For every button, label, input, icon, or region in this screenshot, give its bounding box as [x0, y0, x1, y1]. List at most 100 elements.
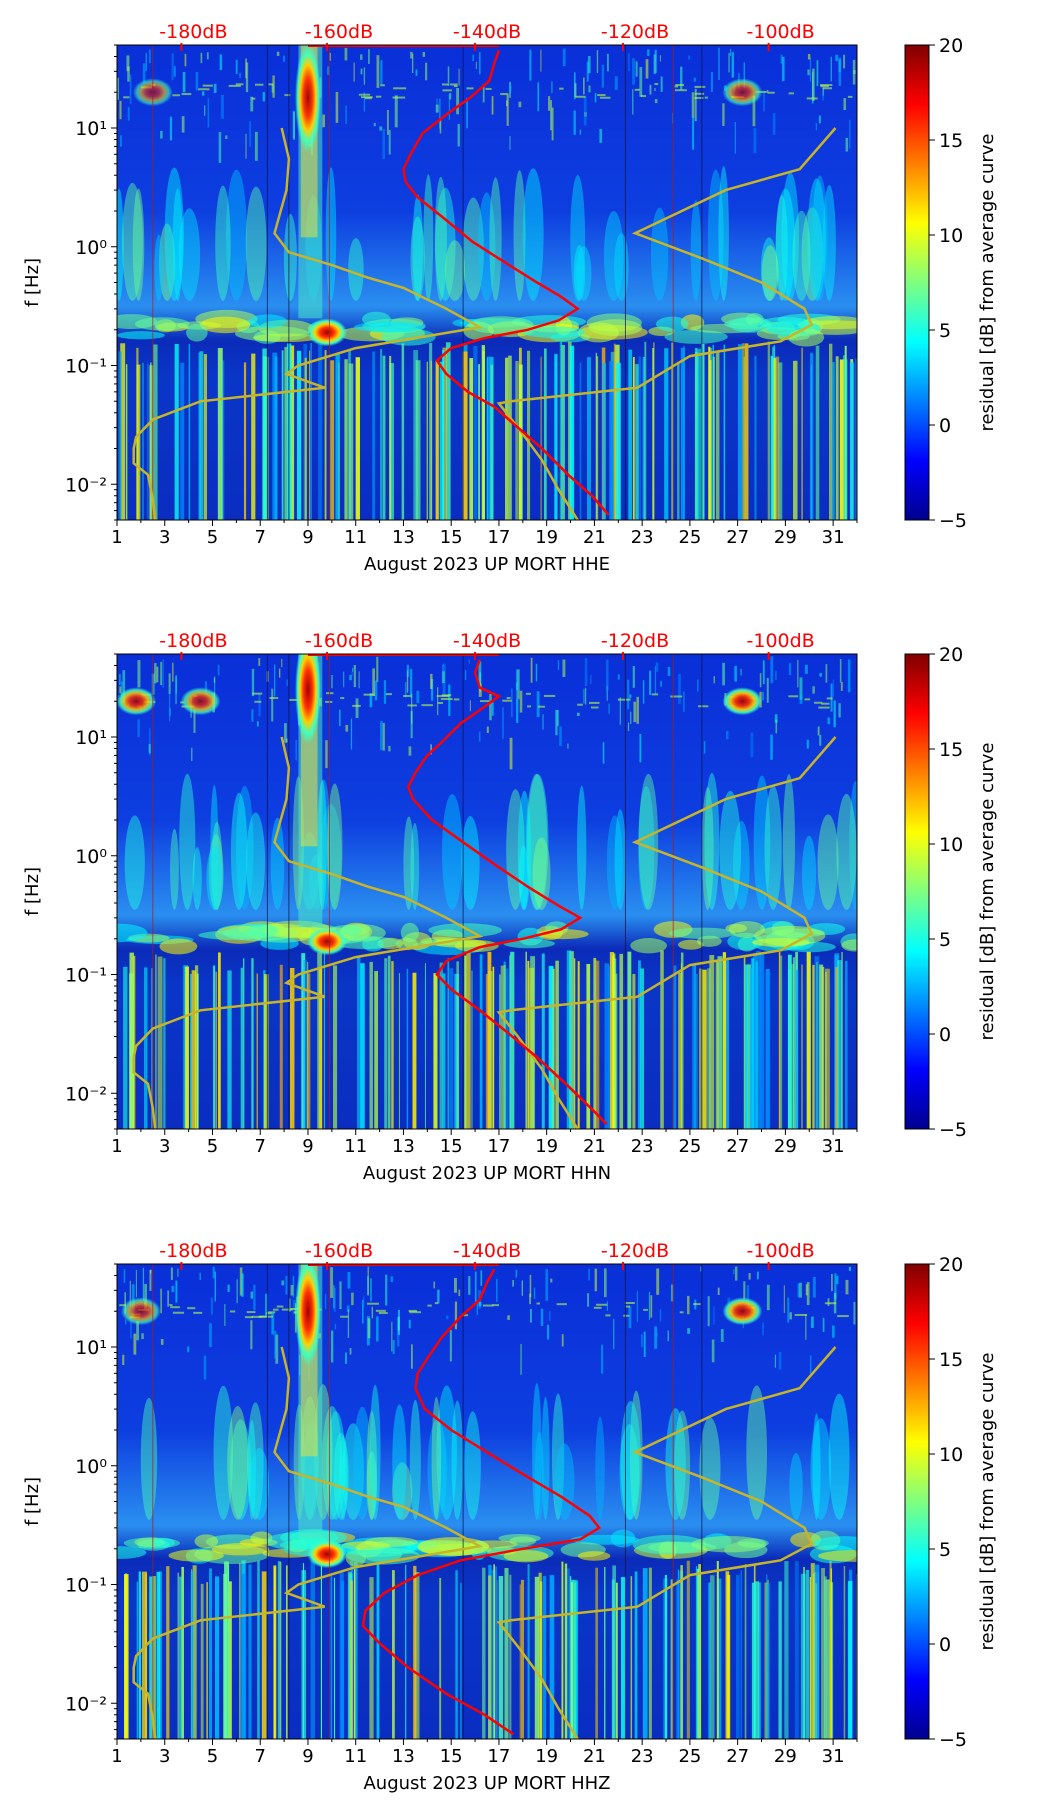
colorbar: 20 15 10 5 0 −5 residual [dB] from average cur… — [904, 35, 998, 532]
y-tick-label: 10⁻² — [65, 474, 107, 496]
top-db-labels: -180dB -160dB -140dB -120dB -100dB — [159, 21, 815, 51]
x-tick-label: 25 — [678, 1746, 701, 1767]
y-tick-label: 10⁻¹ — [65, 356, 107, 378]
reference-curve-low — [132, 1346, 484, 1739]
hotspot-2 — [307, 927, 348, 956]
mid-frequency-plumes — [140, 1383, 850, 1520]
colorbar-tick-label: 20 — [939, 35, 963, 57]
db-label: -140dB — [453, 21, 521, 43]
colorbar-tick-label: 15 — [939, 1349, 963, 1371]
colorbar-tick-label: 5 — [939, 1539, 951, 1561]
model-curve — [406, 658, 608, 1125]
colorbar-tick-label: −5 — [939, 1119, 967, 1141]
y-axis-label: f [Hz] — [22, 258, 43, 307]
spectrogram-area — [117, 45, 857, 520]
colorbar: 20 15 10 5 0 −5 residual [dB] from average cur… — [904, 644, 998, 1141]
colorbar-tick-label: −5 — [939, 1729, 967, 1751]
x-tick-label: 7 — [254, 1136, 265, 1157]
x-tick-label: 1 — [111, 1746, 122, 1767]
day-markers — [152, 45, 703, 520]
y-tick-label: 10¹ — [75, 1337, 107, 1359]
top-db-labels: -180dB -160dB -140dB -120dB -100dB — [159, 630, 815, 660]
day-markers — [152, 1264, 703, 1739]
x-tick-label: 5 — [207, 527, 218, 548]
y-axis: 10¹ 10⁰ 10⁻¹ 10⁻² — [65, 1263, 117, 1740]
colorbar-tick-label: −5 — [939, 510, 967, 532]
y-axis: 10¹ 10⁰ 10⁻¹ 10⁻² — [65, 653, 117, 1130]
hotspot-5 — [180, 687, 221, 716]
x-tick-label: 5 — [207, 1136, 218, 1157]
db-label: -120dB — [601, 21, 669, 43]
y-tick-label: 10⁻² — [65, 1083, 107, 1105]
db-label: -140dB — [453, 630, 521, 652]
x-tick-label: 15 — [440, 527, 463, 548]
x-axis-label: August 2023 UP MORT HHN — [363, 1163, 611, 1184]
x-tick-label: 29 — [774, 1746, 797, 1767]
colorbar-tick-label: 5 — [939, 929, 951, 951]
hotspot-2 — [307, 318, 348, 347]
colorbar: 20 15 10 5 0 −5 residual [dB] from average cur… — [904, 1254, 998, 1751]
x-tick-label: 11 — [344, 1746, 367, 1767]
db-label: -100dB — [747, 630, 815, 652]
x-tick-label: 15 — [440, 1136, 463, 1157]
x-tick-label: 7 — [254, 1746, 265, 1767]
x-tick-label: 23 — [631, 1746, 654, 1767]
colorbar-tick-label: 10 — [939, 834, 963, 856]
spectrogram-area — [117, 1264, 857, 1739]
x-tick-label: 5 — [207, 1746, 218, 1767]
x-tick-label: 19 — [535, 527, 558, 548]
x-tick-label: 27 — [726, 1746, 749, 1767]
db-label: -180dB — [159, 1240, 227, 1262]
x-tick-label: 25 — [678, 1136, 701, 1157]
x-tick-label: 9 — [302, 1136, 313, 1157]
hotspot-1 — [294, 654, 321, 745]
model-curve — [361, 1268, 602, 1736]
x-tick-label: 25 — [678, 527, 701, 548]
hotspot-4 — [120, 1297, 161, 1326]
x-tick-label: 27 — [726, 1136, 749, 1157]
x-tick-label: 9 — [302, 1746, 313, 1767]
colorbar-gradient — [904, 653, 930, 1130]
colorbar-tick-label: 20 — [939, 1254, 963, 1276]
hotspot-1 — [294, 1264, 321, 1367]
mid-frequency-plumes — [124, 772, 857, 910]
top-db-labels: -180dB -160dB -140dB -120dB -100dB — [159, 1240, 815, 1270]
x-tick-label: 19 — [535, 1746, 558, 1767]
x-axis: 1 3 5 7 9 11 13 15 17 19 21 23 25 27 29 31 — [111, 1739, 858, 1767]
x-tick-label: 15 — [440, 1746, 463, 1767]
y-tick-label: 10⁻¹ — [65, 965, 107, 987]
colorbar-tick-label: 15 — [939, 739, 963, 761]
x-axis: 1 3 5 7 9 11 13 15 17 19 21 23 25 27 29 31 — [111, 1129, 858, 1157]
y-tick-label: 10⁰ — [75, 1456, 107, 1478]
x-tick-label: 3 — [159, 527, 170, 548]
reference-curve-high — [496, 127, 837, 520]
x-tick-label: 31 — [822, 1136, 845, 1157]
colorbar-label: residual [dB] from average curve — [977, 133, 998, 431]
y-tick-label: 10⁰ — [75, 846, 107, 868]
x-tick-label: 29 — [774, 1136, 797, 1157]
x-tick-label: 13 — [392, 527, 415, 548]
x-axis-label: August 2023 UP MORT HHE — [364, 554, 610, 575]
colorbar-label: residual [dB] from average curve — [977, 1352, 998, 1650]
x-tick-label: 1 — [111, 1136, 122, 1157]
x-axis-label: August 2023 UP MORT HHZ — [363, 1773, 610, 1794]
reference-curve-high — [496, 1346, 837, 1739]
spectrogram-area — [117, 654, 857, 1129]
colorbar-tick-label: 10 — [939, 1444, 963, 1466]
db-label: -140dB — [453, 1240, 521, 1262]
db-label: -160dB — [305, 1240, 373, 1262]
colorbar-tick-label: 0 — [939, 1634, 951, 1656]
colorbar-gradient — [904, 1263, 930, 1740]
hotspot-4 — [117, 687, 157, 716]
hotspot-3 — [722, 687, 763, 716]
x-tick-label: 29 — [774, 527, 797, 548]
reference-curve-low — [132, 736, 484, 1129]
y-tick-label: 10⁻² — [65, 1693, 107, 1715]
x-tick-label: 3 — [159, 1746, 170, 1767]
colorbar-tick-label: 0 — [939, 415, 951, 437]
x-tick-label: 21 — [583, 1746, 606, 1767]
colorbar-tick-label: 20 — [939, 644, 963, 666]
